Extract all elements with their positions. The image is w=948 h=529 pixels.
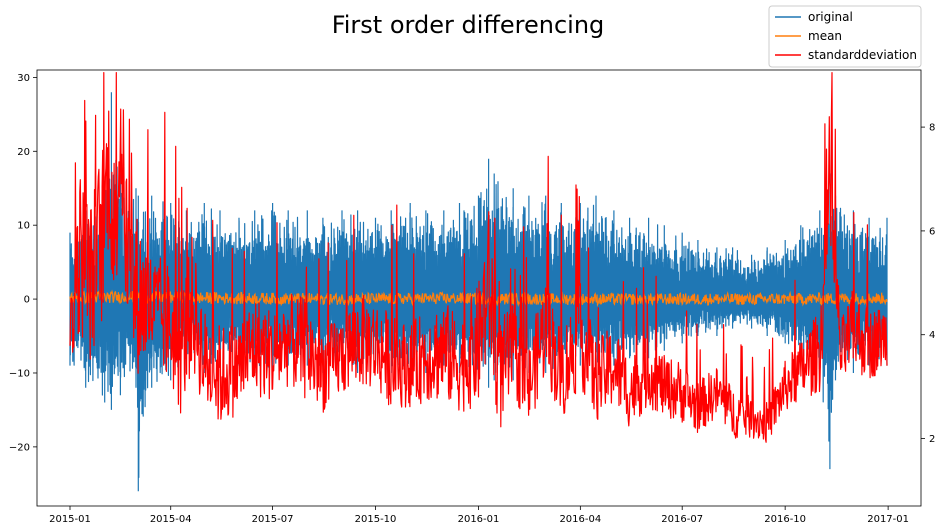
x-tick-label: 2016-01 <box>458 514 500 525</box>
y-left-tick-label: 0 <box>24 295 30 306</box>
y-right-tick-label: 8 <box>929 123 935 134</box>
y-left-tick-label: 30 <box>17 73 30 84</box>
legend-label-mean: mean <box>808 29 842 43</box>
axes-frame <box>36 69 922 507</box>
x-tick-label: 2015-07 <box>252 514 294 525</box>
series-standarddeviation-line <box>69 72 888 443</box>
y-left-tick-label: 20 <box>17 147 30 158</box>
x-tick-label: 2016-07 <box>661 514 703 525</box>
y-right-tick-label: 4 <box>929 330 935 341</box>
y-right-tick-label: 6 <box>929 226 935 237</box>
x-tick-label: 2015-01 <box>49 514 91 525</box>
y-left-tick-label: −20 <box>9 442 30 453</box>
x-tick-label: 2015-04 <box>150 514 192 525</box>
y-axis-left: −20 −10 0 10 20 30 <box>9 73 37 453</box>
legend-box <box>768 5 922 68</box>
plot-area <box>69 72 888 492</box>
x-tick-label: 2015-10 <box>355 514 397 525</box>
y-axis-right: 2 4 6 8 <box>921 123 935 445</box>
legend-label-original: original <box>808 10 853 24</box>
chart-title: First order differencing <box>332 11 605 39</box>
x-axis: 2015-01 2015-04 2015-07 2015-10 2016-01 2016-… <box>49 506 909 525</box>
x-tick-label: 2016-04 <box>559 514 601 525</box>
x-tick-label: 2017-01 <box>867 514 909 525</box>
legend: original mean standarddeviation <box>768 5 922 68</box>
x-tick-label: 2016-10 <box>764 514 806 525</box>
y-left-tick-label: −10 <box>9 368 30 379</box>
legend-label-standarddeviation: standarddeviation <box>808 48 917 62</box>
y-right-tick-label: 2 <box>929 434 935 445</box>
y-left-tick-label: 10 <box>17 221 30 232</box>
